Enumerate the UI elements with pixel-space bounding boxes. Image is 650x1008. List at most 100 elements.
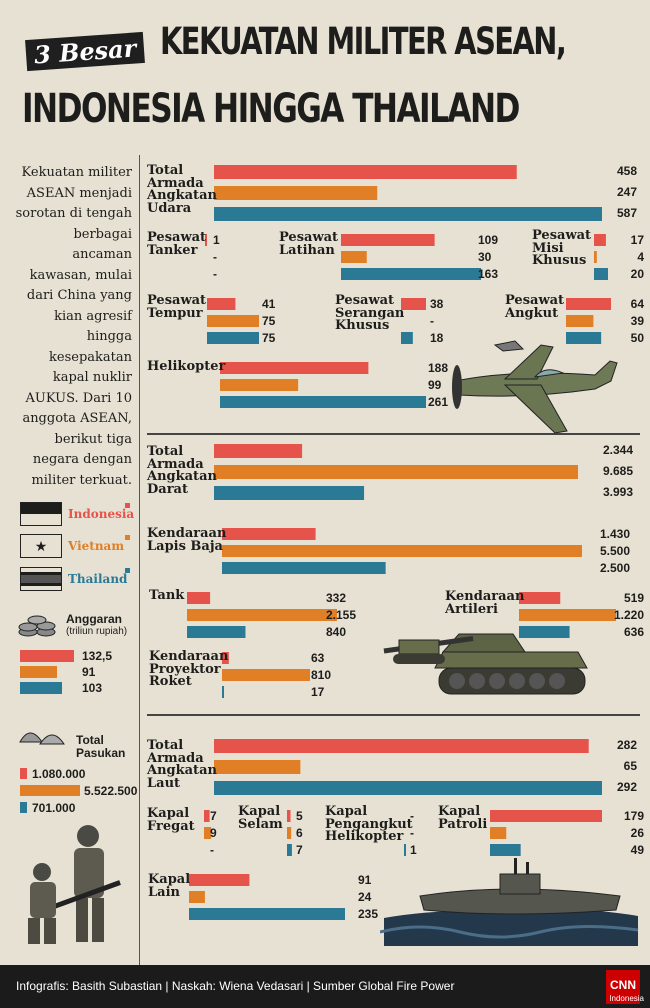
chart-title: Kapal Pengangkut Helikopter <box>325 804 413 844</box>
bar-thailand <box>214 781 602 795</box>
bar-indonesia <box>220 362 369 374</box>
bar-thailand <box>222 686 224 698</box>
chart-title: Kendaraan Lapis Baja <box>147 526 227 554</box>
value-label-indonesia: 2.344 <box>602 443 633 457</box>
value-label-vietnam: 810 <box>311 668 332 682</box>
footer-credits: Infografis: Basith Subastian | Naskah: W… <box>16 979 455 993</box>
anggaran-bar-indonesia <box>20 650 74 662</box>
anggaran-bar-vietnam <box>20 666 58 678</box>
legend-indonesia-swatch <box>125 503 130 508</box>
bar-thailand <box>214 207 602 221</box>
bar-vietnam <box>566 315 594 327</box>
value-label-vietnam: 4 <box>637 250 644 264</box>
chart-title: Kapal Patroli <box>438 804 488 832</box>
airplane-illustration-icon <box>445 335 625 445</box>
bar-thailand <box>401 332 413 344</box>
value-label-indonesia: 1.430 <box>599 527 630 541</box>
chart-title: Total Armada Angkatan Laut <box>147 738 217 791</box>
value-label-vietnam: 75 <box>262 314 276 328</box>
bar-indonesia <box>490 810 602 822</box>
footer-bar: Infografis: Basith Subastian | Naskah: W… <box>0 965 650 1008</box>
bar-indonesia <box>214 739 589 753</box>
bar-thailand <box>220 396 426 408</box>
bar-vietnam <box>187 609 337 621</box>
pasukan-label-1: Total <box>76 733 104 747</box>
bar-vietnam <box>490 827 507 839</box>
bar-thailand <box>287 844 292 856</box>
bar-vietnam <box>214 186 378 200</box>
chart-title: Total Armada Angkatan Udara <box>147 163 217 216</box>
chart-title: Pesawat Serangan Khusus <box>335 293 405 333</box>
bar-thailand <box>594 268 608 280</box>
section-divider-vertical <box>139 155 140 965</box>
value-label-vietnam: 99 <box>428 378 442 392</box>
value-label-thailand: 18 <box>430 331 444 345</box>
header-tag: 3 Besar <box>25 31 146 72</box>
value-label-thailand: 587 <box>616 206 637 220</box>
value-label-thailand: 261 <box>428 395 449 409</box>
anggaran-bar-thailand <box>20 682 62 694</box>
pasukan-value-thailand: 701.000 <box>32 801 76 815</box>
cnn-logo: CNN <box>606 970 640 1004</box>
value-label-thailand: - <box>210 843 214 857</box>
section-divider-darat-laut <box>147 714 640 716</box>
bar-vietnam <box>220 379 299 391</box>
bar-thailand <box>341 268 481 280</box>
bar-vietnam <box>222 669 310 681</box>
bar-vietnam <box>594 251 597 263</box>
value-label-indonesia: 64 <box>630 297 644 311</box>
value-label-vietnam: 26 <box>630 826 644 840</box>
bar-indonesia <box>204 810 210 822</box>
cnn-logo-sub: Indonesia <box>609 994 644 1003</box>
bar-indonesia <box>214 165 517 179</box>
value-label-indonesia: 1 <box>213 233 220 247</box>
value-label-vietnam: 65 <box>623 759 637 773</box>
value-label-vietnam: 39 <box>630 314 644 328</box>
value-label-thailand: 20 <box>630 267 644 281</box>
chart-title: Pesawat Tanker <box>147 230 207 258</box>
value-label-thailand: 17 <box>311 685 325 699</box>
pasukan-bar-indonesia <box>20 768 27 779</box>
value-label-thailand: 235 <box>358 907 379 921</box>
value-label-thailand: 7 <box>296 843 303 857</box>
value-label-indonesia: 41 <box>262 297 276 311</box>
value-label-thailand: - <box>213 267 217 281</box>
value-label-thailand: 840 <box>326 625 347 639</box>
legend-indonesia: Indonesia <box>68 507 135 521</box>
bar-indonesia <box>287 810 291 822</box>
pasukan-value-vietnam: 5.522.500 <box>84 784 138 798</box>
value-label-thailand: 1 <box>410 843 417 857</box>
value-label-indonesia: 63 <box>311 651 325 665</box>
value-label-indonesia: 332 <box>326 591 347 605</box>
chart-title: Total Armada Angkatan Darat <box>147 444 217 497</box>
value-label-indonesia: 519 <box>623 591 644 605</box>
bar-vietnam <box>341 251 367 263</box>
value-label-vietnam: 247 <box>616 185 637 199</box>
value-label-thailand: 49 <box>630 843 644 857</box>
bar-indonesia <box>187 592 211 604</box>
legend-thailand: Thailand <box>68 572 128 586</box>
value-label-indonesia: 17 <box>630 233 644 247</box>
chart-title: Pesawat Tempur <box>147 293 207 321</box>
value-label-indonesia: 7 <box>210 809 217 823</box>
pasukan-value-indonesia: 1.080.000 <box>32 767 86 781</box>
value-label-thailand: 292 <box>616 780 637 794</box>
bar-indonesia <box>341 234 435 246</box>
value-label-indonesia: 38 <box>430 297 444 311</box>
value-label-thailand: 3.993 <box>602 485 633 499</box>
value-label-thailand: 2.500 <box>599 561 630 575</box>
anggaran-value-indonesia: 132,5 <box>82 649 113 663</box>
value-label-indonesia: 458 <box>616 164 637 178</box>
bar-thailand <box>214 486 365 500</box>
value-label-indonesia: - <box>410 809 414 823</box>
bar-indonesia <box>207 298 236 310</box>
value-label-vietnam: 9.685 <box>602 464 633 478</box>
bar-indonesia <box>222 528 316 540</box>
bar-vietnam <box>214 465 578 479</box>
bar-indonesia <box>566 298 611 310</box>
submarine-illustration-icon <box>379 852 640 946</box>
bar-vietnam <box>222 545 582 557</box>
chart-title: Kapal Fregat <box>147 806 195 834</box>
title-line-1: KEKUATAN MILITER ASEAN, <box>160 20 567 63</box>
pasukan-label-2: Pasukan <box>76 746 126 760</box>
